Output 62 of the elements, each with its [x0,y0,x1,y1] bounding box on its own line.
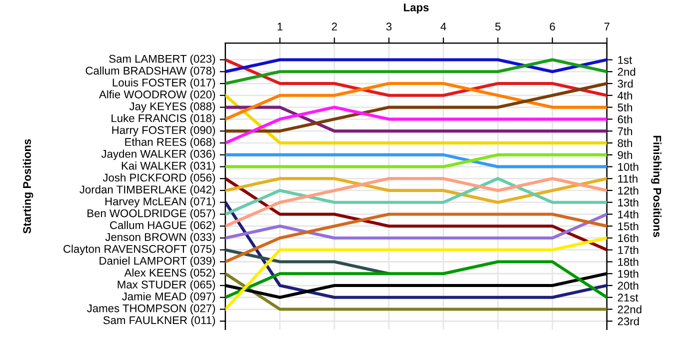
line-series [225,82,607,121]
x-tick-label: 4 [440,22,446,30]
text: Ben WOOLDRIDGE (057) [88,209,215,220]
text: Jordan TIMBERLAKE (042) [80,185,215,196]
y2-tick-label: 8th [618,138,632,148]
text: Ethan REES (068) [125,138,215,148]
text: Alfie WOODROW (020) [99,90,215,101]
text: Jamie MEAD (097) [122,292,215,303]
text: Louis FOSTER (017) [112,78,215,89]
text: Harry FOSTER (090) [112,126,215,136]
y2-tick-label: 14th [618,210,638,218]
y2-tick-label: 1st [618,56,632,64]
text: Clayton RAVENSCROFT (075) [64,244,215,256]
x-tick-label: 7 [604,22,610,30]
line-series [225,177,607,228]
text: Luke FRANCIS (018) [112,114,215,124]
x-tick-label: 6 [550,22,555,31]
text: Starting Positions [22,139,34,234]
y2-tick-label: 9th [618,150,632,159]
y2-tick-label: 21st [618,294,638,302]
y2-tick-label: 16th [618,234,638,242]
text: Daniel LAMPORT (039) [100,256,215,267]
line-series [225,177,607,216]
text: Sam LAMBERT (023) [109,54,215,65]
x-tick-label: 5 [495,22,501,31]
y2-axis-title: Finishing Positions [651,136,662,238]
y2-tick-label: 15th [618,222,638,230]
y2-tick-label: 2nd [618,68,636,76]
y2-tick-label: 19th [618,270,638,278]
text: James THOMPSON (027) [87,304,215,314]
x-tick-label: 1 [278,22,282,30]
text: Jay KEYES (088) [129,102,215,112]
text: Kai WALKER (031) [122,162,215,172]
y2-tick-label: 10th [618,162,638,171]
y2-tick-label: 18th [618,258,638,266]
text: Callum HAGUE (062) [110,220,215,232]
text: Callum BRADSHAW (078) [86,66,215,77]
text: Sam FAULKNER (011) [103,316,215,326]
x-axis-title: Laps [404,4,429,14]
text: Alex KEENS (052) [124,268,215,279]
y2-tick-label: 12th [618,186,638,195]
y2-tick-label: 23rd [618,317,639,326]
line-series [225,82,607,133]
line-series [225,212,607,264]
y2-tick-label: 13th [618,198,638,206]
y2-tick-label: 11th [618,174,638,183]
text: Jayden WALKER (036) [101,150,215,160]
y2-tick-label: 22nd [618,305,642,314]
y2-tick-label: 7th [618,127,632,136]
y2-tick-label: 5th [618,103,632,112]
x-tick-label: 2 [332,22,337,30]
y2-tick-label: 17th [618,246,638,254]
line-series [225,177,607,252]
y2-tick-label: 20th [618,281,638,290]
y2-tick-label: 3rd [618,79,633,88]
x-tick-label: 3 [386,22,392,31]
text: Harvey McLEAN (071) [105,197,215,208]
text: Jenson BROWN (033) [105,232,215,244]
y2-tick-label: 4th [618,91,632,100]
text: Josh PICKFORD (056) [102,173,215,184]
text: Max STUDER (065) [118,280,215,291]
y2-tick-label: 6th [618,115,632,124]
